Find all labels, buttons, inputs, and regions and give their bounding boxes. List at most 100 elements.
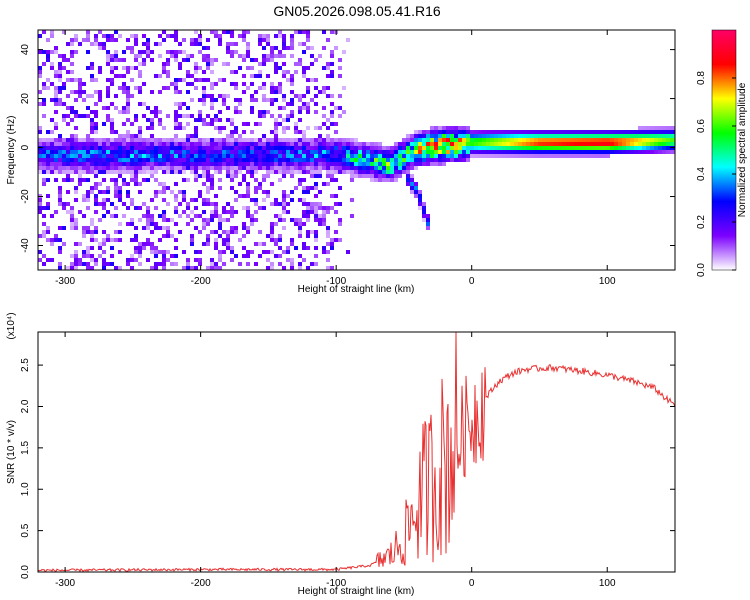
heatmap-cell (70, 118, 74, 122)
heatmap-cell (146, 258, 150, 262)
heatmap-cell (530, 138, 534, 142)
heatmap-cell (486, 146, 490, 150)
heatmap-cell (162, 214, 166, 218)
heatmap-cell (410, 138, 414, 142)
heatmap-cell (238, 54, 242, 58)
heatmap-cell (342, 138, 346, 142)
heatmap-cell (110, 38, 114, 42)
heatmap-cell (134, 170, 138, 174)
heatmap-cell (142, 146, 146, 150)
heatmap-cell (426, 146, 430, 150)
heatmap-cell (534, 142, 538, 146)
heatmap-cell (438, 130, 442, 134)
heatmap-cell (210, 58, 214, 62)
heatmap-cell (142, 178, 146, 182)
heatmap-cell (226, 146, 230, 150)
heatmap-cell (274, 130, 278, 134)
heatmap-cell (314, 78, 318, 82)
heatmap-cell (266, 234, 270, 238)
heatmap-cell (246, 186, 250, 190)
heatmap-cell (634, 150, 638, 154)
heatmap-cell (202, 142, 206, 146)
colorbar-tick-label: 0.6 (696, 119, 707, 133)
heatmap-cell (226, 30, 230, 34)
heatmap-cell (138, 170, 142, 174)
heatmap-cell (330, 170, 334, 174)
heatmap-cell (222, 162, 226, 166)
heatmap-cell (62, 242, 66, 246)
heatmap-cell (78, 82, 82, 86)
heatmap-cell (126, 46, 130, 50)
heatmap-cell (238, 142, 242, 146)
heatmap-cell (134, 162, 138, 166)
heatmap-cell (482, 130, 486, 134)
heatmap-cell (174, 206, 178, 210)
heatmap-cell (194, 266, 198, 270)
heatmap-cell (202, 102, 206, 106)
heatmap-cell (270, 54, 274, 58)
heatmap-cell (206, 142, 210, 146)
heatmap-cell (230, 122, 234, 126)
heatmap-cell (562, 130, 566, 134)
heatmap-cell (38, 138, 42, 142)
heatmap-cell (62, 178, 66, 182)
heatmap-cell (174, 114, 178, 118)
colorbar-tick-label: 0.2 (696, 215, 707, 229)
heatmap-cell (258, 114, 262, 118)
heatmap-cell (158, 238, 162, 242)
heatmap-cell (190, 210, 194, 214)
heatmap-cell (366, 170, 370, 174)
heatmap-cell (118, 74, 122, 78)
heatmap-cell (58, 138, 62, 142)
heatmap-cell (662, 146, 666, 150)
heatmap-cell (342, 110, 346, 114)
heatmap-cell (194, 162, 198, 166)
heatmap-cell (558, 138, 562, 142)
heatmap-cell (154, 42, 158, 46)
heatmap-cell (106, 78, 110, 82)
heatmap-cell (194, 86, 198, 90)
heatmap-cell (462, 150, 466, 154)
heatmap-cell (162, 158, 166, 162)
heatmap-cell (130, 258, 134, 262)
heatmap-cell (246, 190, 250, 194)
heatmap-cell (54, 70, 58, 74)
heatmap-cell (298, 158, 302, 162)
heatmap-cell (194, 146, 198, 150)
heatmap-cell (242, 194, 246, 198)
heatmap-cell (86, 94, 90, 98)
heatmap-cell (662, 150, 666, 154)
heatmap-cell (314, 186, 318, 190)
heatmap-cell (294, 170, 298, 174)
heatmap-cell (306, 266, 310, 270)
heatmap-cell (326, 166, 330, 170)
heatmap-cell (38, 258, 42, 262)
heatmap-cell (106, 58, 110, 62)
heatmap-cell (322, 222, 326, 226)
heatmap-cell (238, 162, 242, 166)
heatmap-cell (374, 154, 378, 158)
heatmap-cell (262, 190, 266, 194)
heatmap-cell (198, 158, 202, 162)
heatmap-cell (134, 158, 138, 162)
heatmap-cell (90, 166, 94, 170)
heatmap-cell (418, 190, 422, 194)
heatmap-cell (302, 146, 306, 150)
heatmap-cell (598, 142, 602, 146)
heatmap-cell (422, 210, 426, 214)
heatmap-cell (326, 162, 330, 166)
heatmap-cell (190, 234, 194, 238)
heatmap-cell (390, 146, 394, 150)
heatmap-cell (326, 226, 330, 230)
heatmap-cell (330, 178, 334, 182)
heatmap-cell (82, 82, 86, 86)
heatmap-cell (506, 142, 510, 146)
heatmap-cell (230, 178, 234, 182)
heatmap-cell (50, 130, 54, 134)
heatmap-cell (158, 118, 162, 122)
heatmap-cell (234, 70, 238, 74)
heatmap-cell (322, 214, 326, 218)
heatmap-cell (210, 82, 214, 86)
heatmap-cell (318, 154, 322, 158)
heatmap-cell (370, 166, 374, 170)
